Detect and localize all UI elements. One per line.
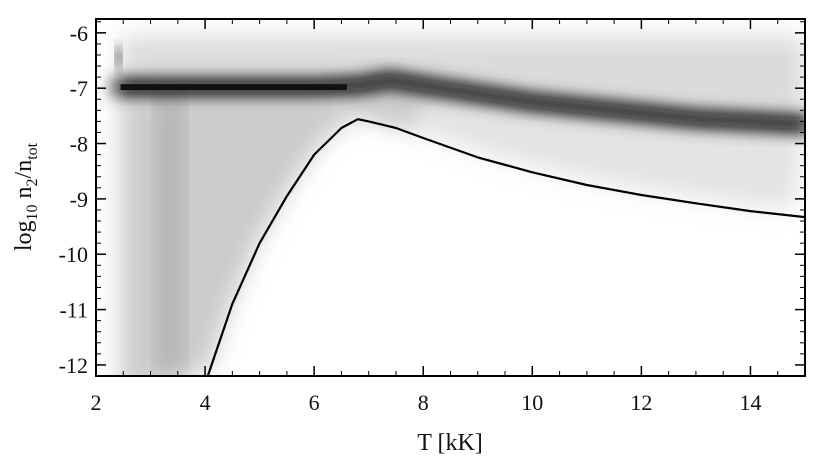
x-tick-label: 2 — [91, 390, 102, 415]
x-tick-label: 10 — [521, 390, 543, 415]
curve-layer — [206, 118, 805, 376]
model-curve — [206, 118, 805, 376]
x-tick-label: 12 — [630, 390, 652, 415]
y-axis-title-num: n — [11, 186, 37, 204]
x-axis-title: T [kK] — [417, 430, 483, 456]
y-tick-label: -12 — [59, 353, 88, 378]
density-blob — [115, 48, 123, 67]
density-heatmap — [107, 37, 805, 376]
lower-density-region — [120, 87, 424, 376]
upper-haze — [120, 37, 805, 115]
y-tick-label: -9 — [70, 187, 88, 212]
y-axis-title-slash: /n — [11, 160, 37, 179]
density-streak — [155, 93, 184, 376]
y-axis-title-den-sub: tot — [24, 142, 41, 159]
y-tick-label: -7 — [70, 76, 88, 101]
y-axis-title-base: log — [11, 220, 37, 251]
x-tick-label: 6 — [309, 390, 320, 415]
y-axis-title-num-sub: 2 — [24, 178, 41, 186]
y-tick-label: -6 — [70, 21, 88, 46]
y-axis-title-base-sub: 10 — [24, 204, 41, 220]
y-tick-label: -8 — [70, 132, 88, 157]
x-tick-label: 4 — [200, 390, 211, 415]
x-tick-label: 14 — [739, 390, 761, 415]
mid-haze — [357, 87, 805, 210]
axis-ticks: 2 4 6 8 10 12 14 -12 -11 -10 -9 -8 -7 -6 — [59, 19, 806, 415]
x-tick-label: 8 — [418, 390, 429, 415]
y-tick-label: -10 — [59, 242, 88, 267]
y-tick-label: -11 — [59, 298, 88, 323]
y-axis-title: log10 n2/ntot — [11, 142, 41, 251]
